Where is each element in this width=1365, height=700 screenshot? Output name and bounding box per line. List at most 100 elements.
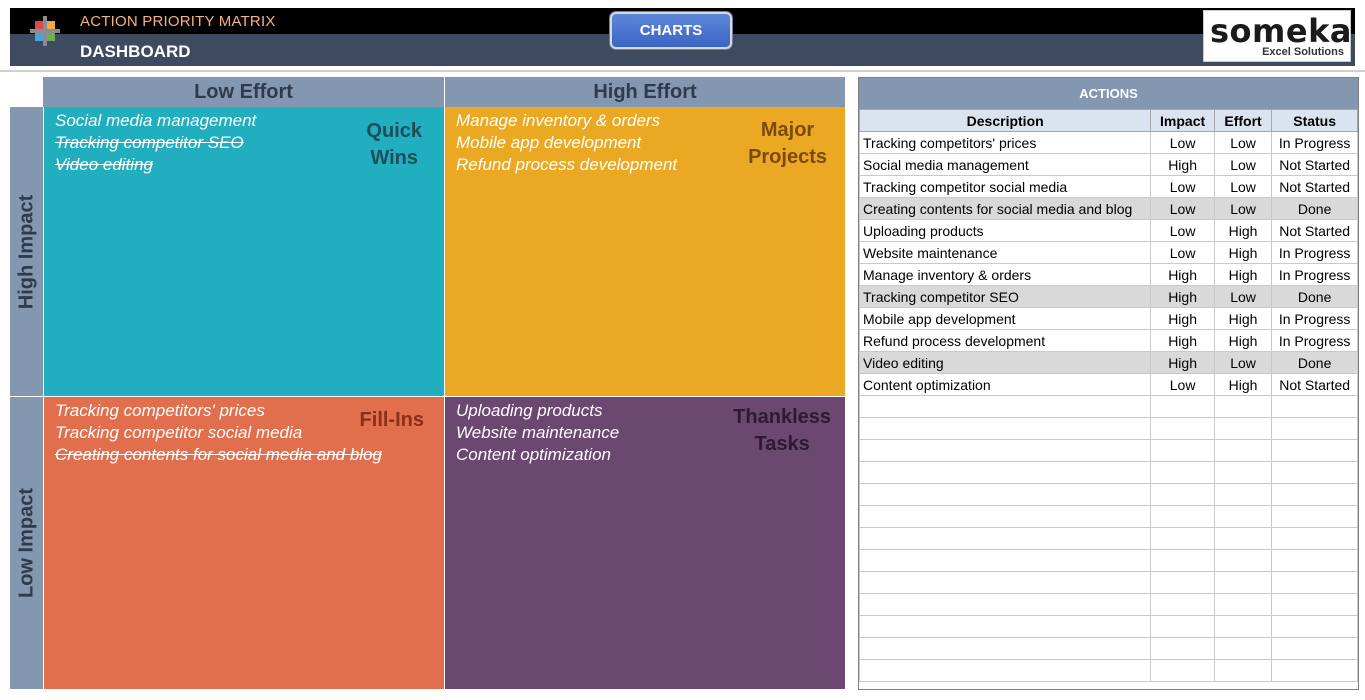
column-header-status[interactable]: Status — [1271, 109, 1358, 132]
cell-impact[interactable] — [1150, 505, 1215, 528]
cell-effort[interactable]: High — [1213, 219, 1273, 242]
cell-impact[interactable] — [1150, 659, 1215, 682]
cell-effort[interactable]: High — [1213, 307, 1273, 330]
cell-description[interactable] — [858, 659, 1152, 682]
cell-impact[interactable] — [1150, 615, 1215, 638]
column-header-impact[interactable]: Impact — [1150, 109, 1215, 132]
cell-effort[interactable]: High — [1213, 373, 1273, 396]
cell-description[interactable] — [858, 549, 1152, 572]
cell-impact[interactable]: High — [1150, 263, 1215, 286]
cell-effort[interactable] — [1213, 439, 1273, 462]
cell-effort[interactable] — [1213, 571, 1273, 594]
cell-status[interactable] — [1271, 615, 1358, 638]
cell-impact[interactable] — [1150, 527, 1215, 550]
cell-impact[interactable] — [1150, 439, 1215, 462]
cell-effort[interactable]: Low — [1213, 285, 1273, 308]
cell-impact[interactable] — [1150, 637, 1215, 660]
cell-impact[interactable]: Low — [1150, 197, 1215, 220]
cell-effort[interactable] — [1213, 505, 1273, 528]
column-header-effort[interactable]: Effort — [1213, 109, 1273, 132]
cell-impact[interactable] — [1150, 461, 1215, 484]
cell-effort[interactable]: Low — [1213, 351, 1273, 374]
cell-description[interactable] — [858, 461, 1152, 484]
cell-status[interactable]: Not Started — [1271, 175, 1358, 198]
cell-effort[interactable]: Low — [1213, 175, 1273, 198]
cell-impact[interactable]: Low — [1150, 131, 1215, 154]
cell-impact[interactable]: Low — [1150, 373, 1215, 396]
cell-status[interactable] — [1271, 659, 1358, 682]
cell-description[interactable]: Social media management — [858, 153, 1152, 176]
cell-impact[interactable]: High — [1150, 153, 1215, 176]
cell-effort[interactable] — [1213, 395, 1273, 418]
charts-button[interactable]: CHARTS — [610, 12, 732, 49]
cell-description[interactable] — [858, 637, 1152, 660]
cell-status[interactable]: In Progress — [1271, 329, 1358, 352]
cell-status[interactable]: Done — [1271, 285, 1358, 308]
cell-effort[interactable]: Low — [1213, 131, 1273, 154]
cell-impact[interactable]: High — [1150, 329, 1215, 352]
cell-description[interactable]: Creating contents for social media and b… — [858, 197, 1152, 220]
cell-effort[interactable] — [1213, 417, 1273, 440]
cell-effort[interactable]: High — [1213, 241, 1273, 264]
cell-status[interactable] — [1271, 593, 1358, 616]
cell-status[interactable] — [1271, 527, 1358, 550]
cell-description[interactable] — [858, 571, 1152, 594]
cell-effort[interactable] — [1213, 527, 1273, 550]
cell-effort[interactable]: High — [1213, 263, 1273, 286]
cell-description[interactable] — [858, 615, 1152, 638]
cell-status[interactable]: Not Started — [1271, 373, 1358, 396]
cell-description[interactable] — [858, 483, 1152, 506]
cell-status[interactable] — [1271, 417, 1358, 440]
cell-description[interactable]: Tracking competitor social media — [858, 175, 1152, 198]
cell-impact[interactable] — [1150, 571, 1215, 594]
cell-impact[interactable] — [1150, 395, 1215, 418]
cell-status[interactable]: In Progress — [1271, 307, 1358, 330]
cell-effort[interactable]: Low — [1213, 197, 1273, 220]
cell-description[interactable] — [858, 527, 1152, 550]
cell-impact[interactable]: High — [1150, 351, 1215, 374]
cell-effort[interactable] — [1213, 659, 1273, 682]
cell-status[interactable] — [1271, 439, 1358, 462]
cell-impact[interactable]: Low — [1150, 175, 1215, 198]
cell-description[interactable]: Mobile app development — [858, 307, 1152, 330]
cell-effort[interactable] — [1213, 593, 1273, 616]
cell-description[interactable] — [858, 439, 1152, 462]
cell-status[interactable] — [1271, 549, 1358, 572]
cell-status[interactable]: Not Started — [1271, 219, 1358, 242]
cell-effort[interactable] — [1213, 549, 1273, 572]
cell-effort[interactable] — [1213, 461, 1273, 484]
cell-impact[interactable]: Low — [1150, 241, 1215, 264]
cell-description[interactable]: Video editing — [858, 351, 1152, 374]
cell-impact[interactable] — [1150, 417, 1215, 440]
cell-impact[interactable] — [1150, 549, 1215, 572]
cell-description[interactable]: Website maintenance — [858, 241, 1152, 264]
brand-logo[interactable]: someka Excel Solutions — [1203, 10, 1351, 62]
cell-impact[interactable] — [1150, 593, 1215, 616]
cell-status[interactable] — [1271, 461, 1358, 484]
cell-status[interactable] — [1271, 483, 1358, 506]
cell-status[interactable]: In Progress — [1271, 241, 1358, 264]
cell-description[interactable] — [858, 417, 1152, 440]
cell-status[interactable] — [1271, 395, 1358, 418]
cell-description[interactable]: Refund process development — [858, 329, 1152, 352]
cell-status[interactable] — [1271, 637, 1358, 660]
cell-effort[interactable] — [1213, 483, 1273, 506]
cell-status[interactable]: In Progress — [1271, 263, 1358, 286]
cell-status[interactable]: In Progress — [1271, 131, 1358, 154]
cell-status[interactable]: Done — [1271, 351, 1358, 374]
cell-description[interactable]: Manage inventory & orders — [858, 263, 1152, 286]
cell-status[interactable] — [1271, 505, 1358, 528]
cell-description[interactable]: Uploading products — [858, 219, 1152, 242]
cell-description[interactable]: Content optimization — [858, 373, 1152, 396]
cell-effort[interactable]: Low — [1213, 153, 1273, 176]
cell-effort[interactable] — [1213, 615, 1273, 638]
cell-impact[interactable]: Low — [1150, 219, 1215, 242]
cell-impact[interactable] — [1150, 483, 1215, 506]
cell-status[interactable]: Not Started — [1271, 153, 1358, 176]
cell-description[interactable] — [858, 395, 1152, 418]
cell-description[interactable]: Tracking competitor SEO — [858, 285, 1152, 308]
column-header-description[interactable]: Description — [858, 109, 1152, 132]
cell-effort[interactable] — [1213, 637, 1273, 660]
cell-impact[interactable]: High — [1150, 285, 1215, 308]
cell-status[interactable]: Done — [1271, 197, 1358, 220]
